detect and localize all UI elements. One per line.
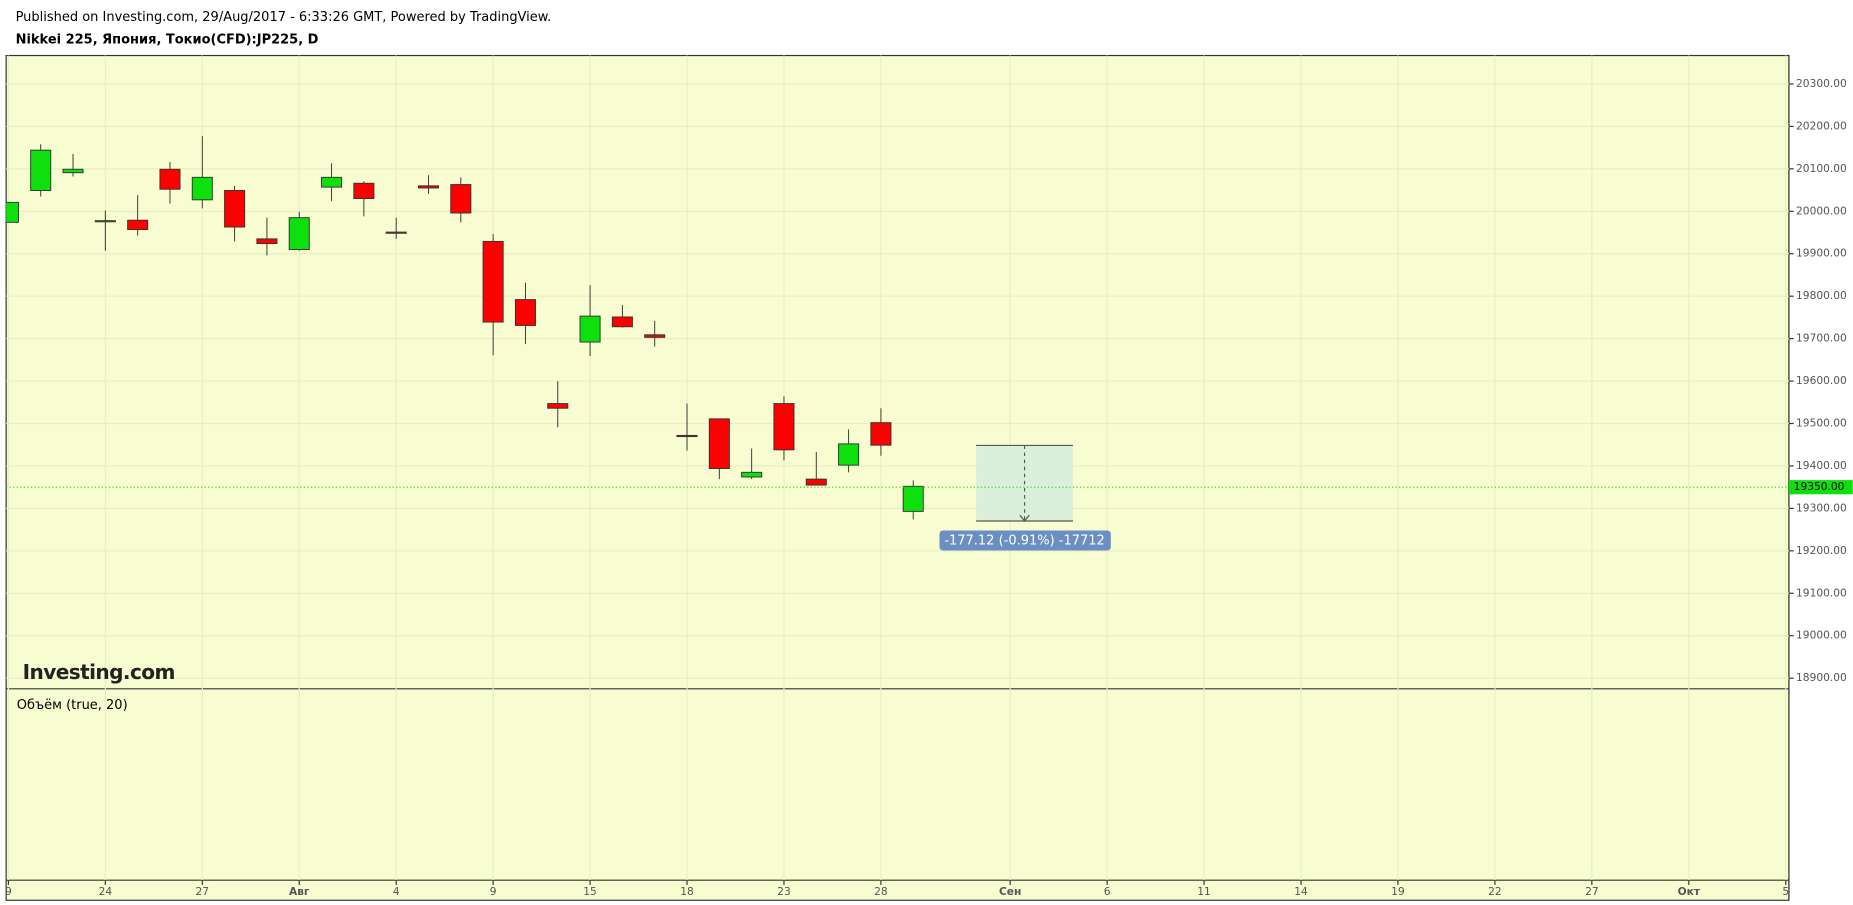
measure-badge <box>939 530 1111 551</box>
candle-body <box>579 315 601 343</box>
candles <box>6 136 924 520</box>
x-tick-label: 14 <box>1294 885 1308 898</box>
price-axis <box>1788 55 1853 901</box>
candle-body <box>224 190 246 228</box>
x-tick-label: 18 <box>680 885 694 898</box>
y-tick-label: 19000.00 <box>1796 629 1847 642</box>
y-tick-label: 18900.00 <box>1796 671 1847 684</box>
last-price-label: 19350.00 <box>1794 480 1845 493</box>
x-tick-label: 27 <box>196 885 210 898</box>
candle-body <box>159 168 181 190</box>
candle-body <box>547 403 569 409</box>
measure-label: -177.12 (-0.91%) -17712 <box>944 534 1104 549</box>
x-tick-label: 4 <box>393 885 400 898</box>
x-tick-label: Окт <box>1678 885 1701 898</box>
candle-body <box>708 418 730 469</box>
candle-body <box>676 434 698 438</box>
plot-background <box>5 54 1790 901</box>
candle-body <box>321 176 343 188</box>
y-tick-label: 19300.00 <box>1796 501 1847 514</box>
y-tick-label: 19700.00 <box>1796 332 1847 345</box>
y-tick-label: 19800.00 <box>1796 289 1847 302</box>
candle-body <box>773 403 795 451</box>
x-tick-label: 6 <box>1104 885 1111 898</box>
x-tick-label: Сен <box>999 885 1021 898</box>
y-tick-label: 19100.00 <box>1796 586 1847 599</box>
published-line: Published on Investing.com, 29/Aug/2017 … <box>16 10 552 25</box>
candle-body <box>288 217 310 250</box>
volume-label: Объём (true, 20) <box>17 698 128 713</box>
candle-body <box>514 299 536 326</box>
y-tick-label: 19900.00 <box>1796 247 1847 260</box>
candle-body <box>482 240 504 323</box>
candle-body <box>838 443 860 466</box>
candle-body <box>353 182 375 200</box>
candle-body <box>385 231 407 234</box>
x-tick-label: 9 <box>490 885 497 898</box>
y-tick-label: 20100.00 <box>1796 162 1847 175</box>
overlay: 18900.00 19000.00 19100.00 19200.00 19300.00… <box>5 77 1853 898</box>
candle-body <box>191 176 213 201</box>
x-tick-label: 22 <box>1488 885 1502 898</box>
candle-body <box>902 485 924 512</box>
candle-body <box>6 201 19 223</box>
measure-arrowhead <box>1019 514 1030 522</box>
candle-body <box>611 316 633 328</box>
candle-body <box>417 185 440 189</box>
y-tick-label: 19200.00 <box>1796 544 1847 557</box>
x-tick-label: 27 <box>1585 885 1599 898</box>
y-tick-label: 20200.00 <box>1796 119 1847 132</box>
candle-body <box>805 478 827 486</box>
candle-body <box>127 219 149 231</box>
logo: Investing.com <box>23 660 175 684</box>
y-tick-label: 20300.00 <box>1796 77 1847 90</box>
x-tick-label: 15 <box>583 885 597 898</box>
candle-body <box>741 471 763 478</box>
x-tick-label: 23 <box>777 885 791 898</box>
candle-body <box>62 168 84 174</box>
grid <box>6 55 1789 881</box>
last-price-badge <box>1788 480 1853 495</box>
y-tick-label: 19600.00 <box>1796 374 1847 387</box>
candle-body <box>450 184 472 214</box>
symbol-title: Nikkei 225, Япония, Токио(CFD):JP225, D <box>16 33 319 48</box>
y-tick-label: 20000.00 <box>1796 204 1847 217</box>
candle-body <box>644 334 666 338</box>
candle-body <box>94 220 116 223</box>
y-tick-label: 19400.00 <box>1796 459 1847 472</box>
x-tick-label: 28 <box>874 885 888 898</box>
y-tick-label: 19500.00 <box>1796 417 1847 430</box>
x-tick-label: 9 <box>5 885 12 898</box>
candle-body <box>870 422 892 446</box>
x-tick-label: 5 <box>1782 885 1789 898</box>
x-tick-label: 11 <box>1197 885 1211 898</box>
x-tick-label: Авг <box>289 885 310 898</box>
x-tick-label: 24 <box>99 885 113 898</box>
x-tick-label: 19 <box>1391 885 1405 898</box>
candle-body <box>30 149 52 191</box>
candle-body <box>256 238 278 245</box>
